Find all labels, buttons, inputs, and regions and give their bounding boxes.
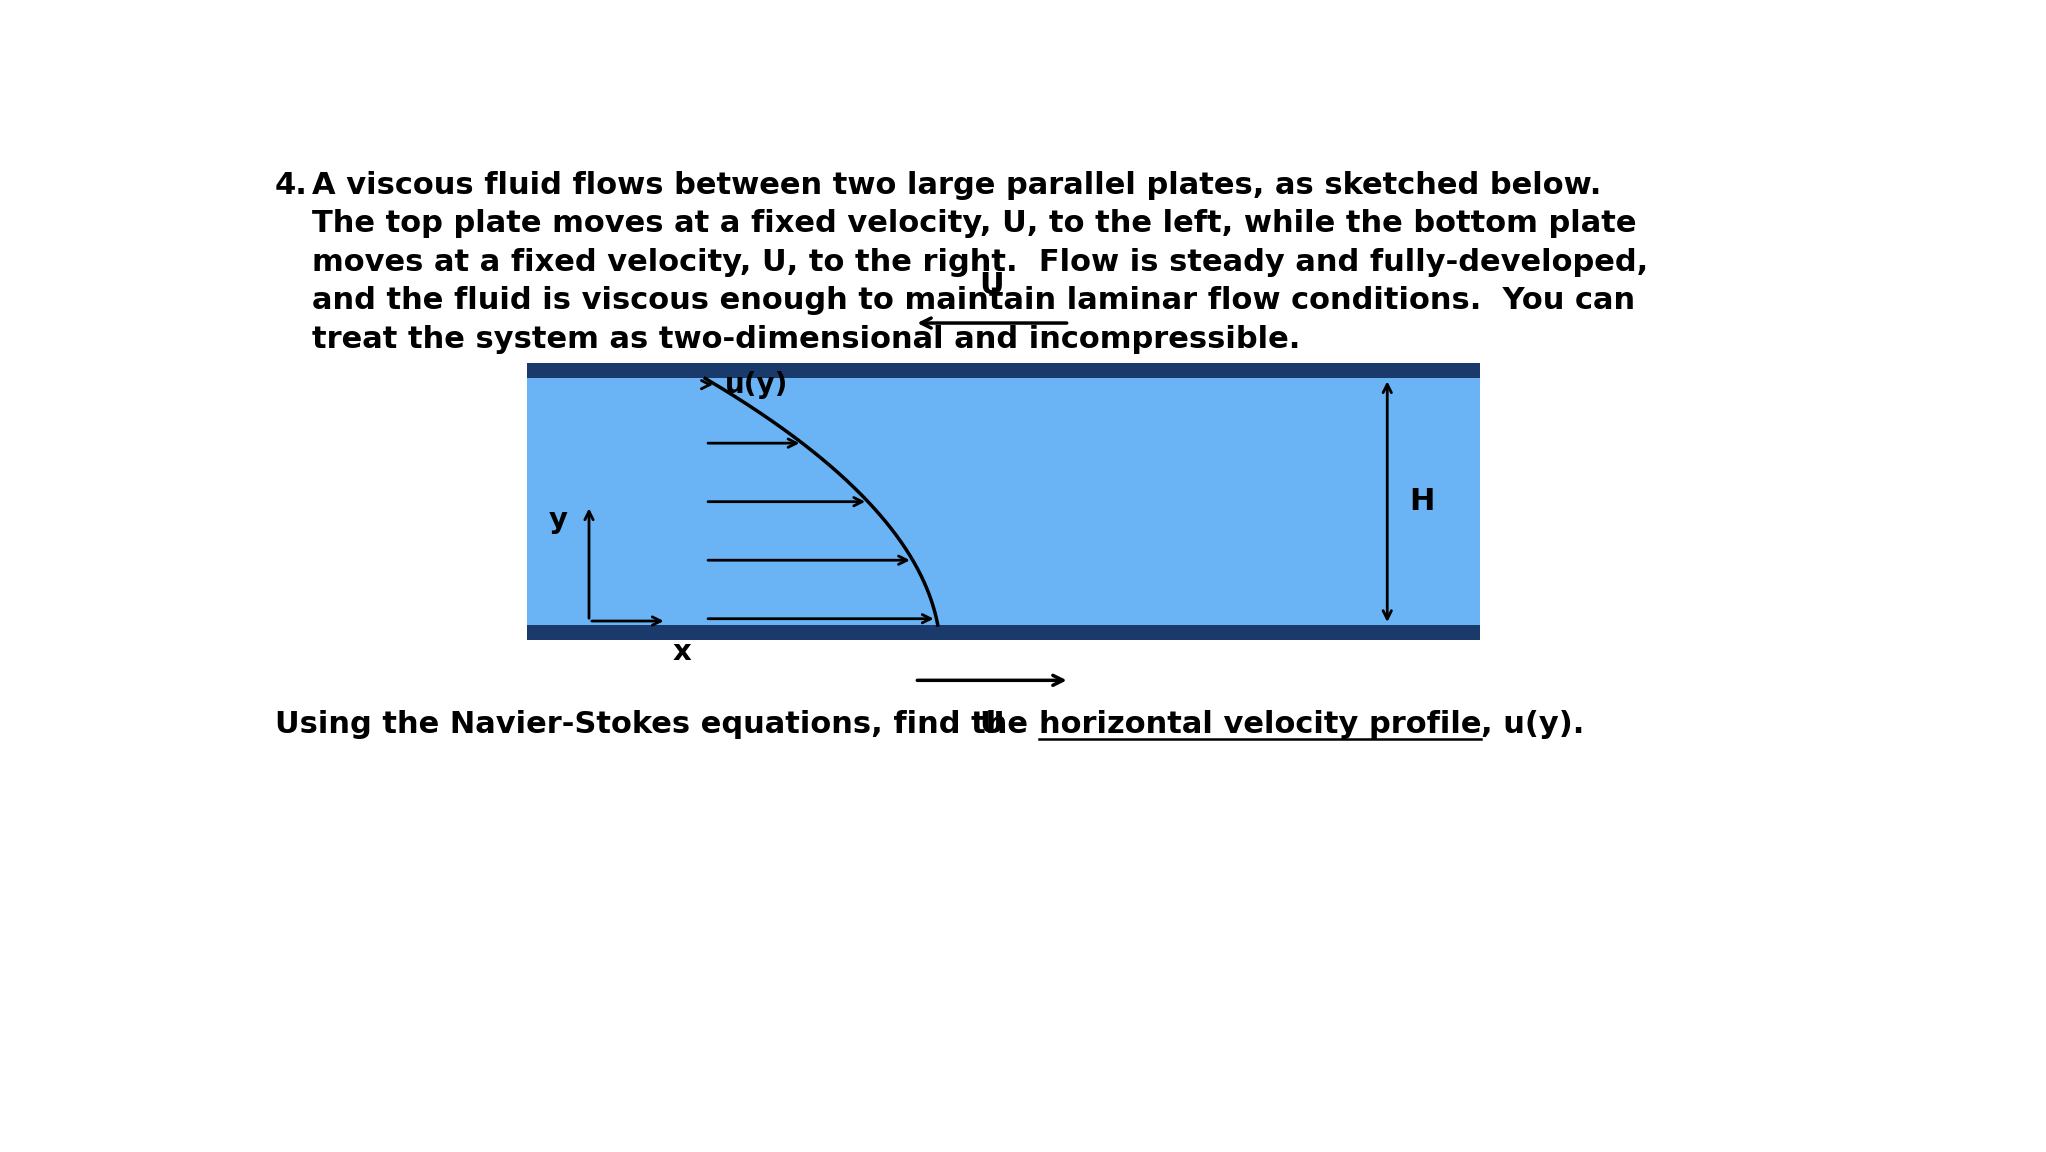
Text: U: U <box>980 271 1005 300</box>
Text: , u(y).: , u(y). <box>1481 710 1584 738</box>
Text: A viscous fluid flows between two large parallel plates, as sketched below.: A viscous fluid flows between two large … <box>311 170 1600 199</box>
Text: U: U <box>980 710 1005 738</box>
Bar <box>528 624 1479 641</box>
Text: treat the system as two-dimensional and incompressible.: treat the system as two-dimensional and … <box>311 325 1299 354</box>
Text: u(y): u(y) <box>724 371 788 399</box>
Bar <box>528 379 1479 624</box>
Text: The top plate moves at a fixed velocity, U, to the left, while the bottom plate: The top plate moves at a fixed velocity,… <box>311 209 1637 238</box>
Text: Using the Navier-Stokes equations, find the: Using the Navier-Stokes equations, find … <box>274 710 1039 738</box>
Text: y: y <box>548 506 567 533</box>
Text: x: x <box>673 638 692 666</box>
Text: moves at a fixed velocity, U, to the right.  Flow is steady and fully-developed,: moves at a fixed velocity, U, to the rig… <box>311 248 1647 276</box>
Text: 4.: 4. <box>274 170 309 199</box>
Text: and the fluid is viscous enough to maintain laminar flow conditions.  You can: and the fluid is viscous enough to maint… <box>311 286 1635 316</box>
Bar <box>528 363 1479 379</box>
Text: horizontal velocity profile: horizontal velocity profile <box>1039 710 1481 738</box>
Text: H: H <box>1410 487 1434 516</box>
